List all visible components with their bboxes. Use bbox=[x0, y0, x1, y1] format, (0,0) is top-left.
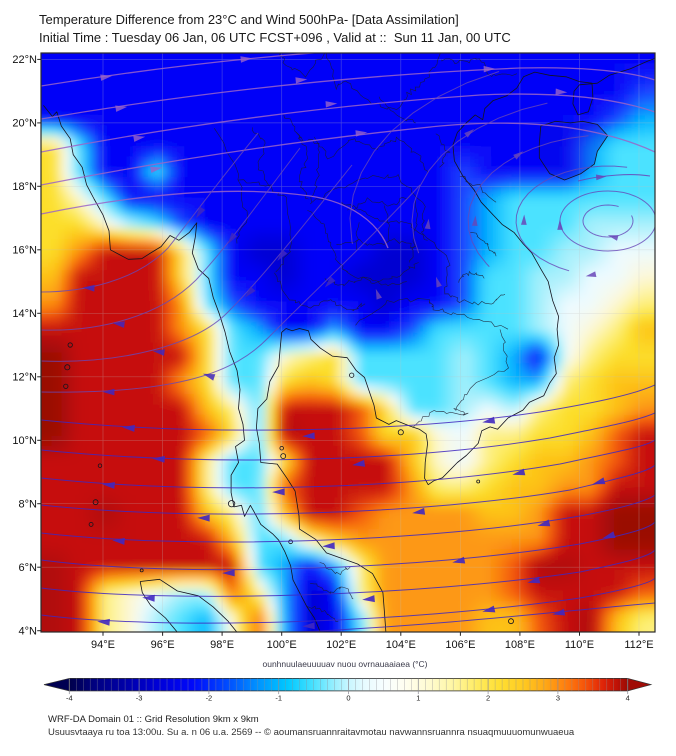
svg-text:4°N: 4°N bbox=[19, 625, 38, 637]
svg-text:112°E: 112°E bbox=[624, 639, 653, 651]
svg-text:22°N: 22°N bbox=[12, 54, 37, 66]
svg-text:16°N: 16°N bbox=[12, 244, 37, 256]
svg-text:14°N: 14°N bbox=[12, 308, 37, 320]
svg-text:8°N: 8°N bbox=[19, 498, 38, 510]
svg-text:ounhnuulaeuuuuav nuou ovrnauaa: ounhnuulaeuuuuav nuou ovrnauaaiaea (°C) bbox=[262, 659, 427, 669]
svg-text:108°E: 108°E bbox=[505, 639, 535, 651]
svg-text:4: 4 bbox=[626, 694, 630, 703]
svg-text:104°E: 104°E bbox=[386, 639, 416, 651]
svg-text:94°E: 94°E bbox=[91, 639, 115, 651]
svg-text:10°N: 10°N bbox=[12, 435, 37, 447]
svg-text:18°N: 18°N bbox=[12, 181, 37, 193]
svg-text:100°E: 100°E bbox=[267, 639, 297, 651]
svg-text:110°E: 110°E bbox=[565, 639, 594, 651]
svg-text:-3: -3 bbox=[136, 694, 143, 703]
svg-text:0: 0 bbox=[346, 694, 350, 703]
svg-text:2: 2 bbox=[486, 694, 490, 703]
svg-text:98°E: 98°E bbox=[210, 639, 234, 651]
svg-text:-2: -2 bbox=[206, 694, 213, 703]
svg-text:96°E: 96°E bbox=[151, 639, 175, 651]
svg-text:-1: -1 bbox=[275, 694, 282, 703]
svg-text:102°E: 102°E bbox=[326, 639, 356, 651]
svg-text:-4: -4 bbox=[66, 694, 73, 703]
svg-text:106°E: 106°E bbox=[445, 639, 475, 651]
svg-text:1: 1 bbox=[416, 694, 420, 703]
svg-text:12°N: 12°N bbox=[12, 371, 37, 383]
svg-text:3: 3 bbox=[556, 694, 560, 703]
svg-text:6°N: 6°N bbox=[19, 562, 38, 574]
svg-text:20°N: 20°N bbox=[12, 118, 37, 130]
